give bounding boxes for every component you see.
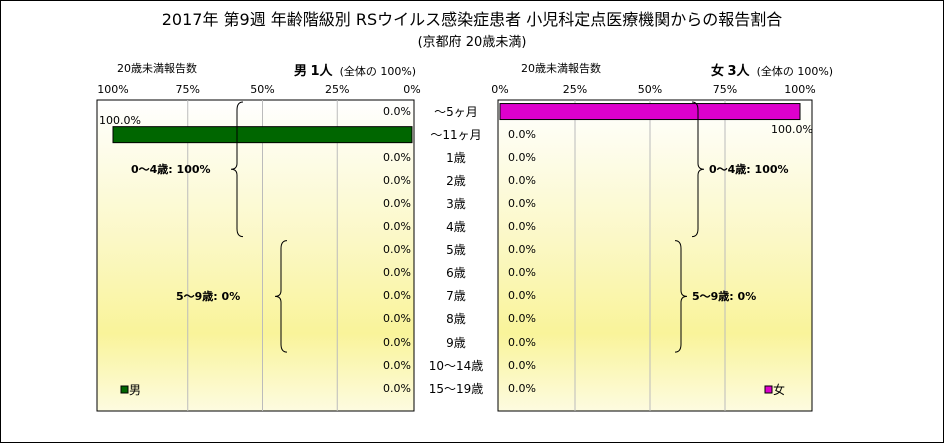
female-data-label: 0.0% (508, 335, 536, 349)
age-category-label: 3歳 (446, 196, 466, 211)
female-legend-swatch (764, 385, 773, 394)
male-group-label: 0～4歳: 100% (131, 163, 211, 177)
age-category-label: 15～19歳 (428, 381, 484, 396)
age-category-label: ～5ヶ月 (434, 104, 478, 119)
female-legend-label: 女 (773, 383, 786, 397)
male-bar (112, 126, 413, 144)
male-group-brace (230, 101, 244, 238)
male-data-label: 0.0% (383, 335, 411, 349)
female-x-tick-label: 100% (784, 83, 816, 96)
age-category-label: 9歳 (446, 335, 466, 350)
female-data-label: 0.0% (508, 289, 536, 303)
female-plot-area (497, 99, 813, 412)
age-category-label: 4歳 (446, 220, 466, 235)
female-x-tick-label: 50% (637, 83, 663, 96)
female-x-tick-label: 25% (562, 83, 588, 96)
male-legend-swatch (120, 385, 129, 394)
age-category-label: 2歳 (446, 173, 466, 188)
age-category-label: 6歳 (446, 266, 466, 281)
male-x-tick-label: 50% (250, 83, 275, 96)
chart-subtitle: (京都府 20歳未満) (417, 35, 527, 50)
female-x-tick-label: 75% (712, 83, 738, 96)
male-data-label: 0.0% (383, 220, 411, 234)
male-data-label: 0.0% (383, 312, 411, 326)
female-group-brace (691, 101, 705, 238)
male-group-label: 5～9歳: 0% (176, 290, 241, 304)
male-data-label: 0.0% (383, 289, 411, 303)
male-x-tick-label: 100% (97, 83, 129, 96)
female-data-label: 0.0% (508, 266, 536, 280)
male-share-note: (全体の 100%) (339, 65, 417, 78)
female-data-label: 0.0% (508, 196, 536, 210)
female-data-label: 0.0% (508, 243, 536, 257)
male-data-label: 100.0% (99, 113, 141, 127)
female-data-label: 0.0% (508, 127, 536, 141)
male-x-tick-label: 0% (403, 83, 421, 96)
male-plot-area (96, 99, 415, 412)
female-bar (499, 103, 801, 121)
male-data-label: 0.0% (383, 173, 411, 187)
female-data-label: 0.0% (508, 312, 536, 326)
male-legend-label: 男 (129, 383, 142, 397)
male-data-label: 0.0% (383, 243, 411, 257)
age-category-label: 7歳 (446, 289, 466, 304)
male-data-label: 0.0% (383, 358, 411, 372)
male-header: 男 1人 (全体の 100%) (294, 60, 416, 79)
female-data-label: 0.0% (508, 173, 536, 187)
female-sex-label: 女 (711, 64, 725, 79)
male-group-brace (274, 240, 288, 353)
male-count-value: 1人 (310, 64, 333, 79)
age-category-label: ～11ヶ月 (430, 127, 482, 142)
female-group-brace (674, 240, 688, 353)
male-count-label: 20歳未満報告数 (117, 62, 197, 75)
male-x-tick-label: 25% (325, 83, 350, 96)
female-data-label: 0.0% (508, 358, 536, 372)
male-data-label: 0.0% (383, 150, 411, 164)
female-group-label: 5～9歳: 0% (692, 290, 757, 304)
chart-title: 2017年 第9週 年齢階級別 RSウイルス感染症患者 小児科定点医療機関からの… (161, 10, 783, 29)
male-data-label: 0.0% (383, 266, 411, 280)
male-x-tick-label: 75% (175, 83, 200, 96)
female-data-label: 100.0% (771, 122, 813, 136)
age-category-label: 10～14歳 (428, 358, 484, 373)
age-category-label: 5歳 (446, 243, 466, 258)
male-sex-label: 男 (294, 64, 308, 79)
male-data-label: 0.0% (383, 104, 411, 118)
female-data-label: 0.0% (508, 381, 536, 395)
female-share-note: (全体の 100%) (756, 65, 834, 78)
female-x-tick-label: 0% (491, 83, 509, 96)
female-data-label: 0.0% (508, 220, 536, 234)
male-data-label: 0.0% (383, 381, 411, 395)
female-header: 女 3人 (全体の 100%) (711, 60, 833, 79)
female-count-value: 3人 (727, 64, 750, 79)
age-category-label: 1歳 (446, 150, 466, 165)
male-data-label: 0.0% (383, 196, 411, 210)
female-count-label: 20歳未満報告数 (521, 62, 601, 75)
age-category-label: 8歳 (446, 312, 466, 327)
female-data-label: 0.0% (508, 150, 536, 164)
female-group-label: 0～4歳: 100% (709, 163, 789, 177)
